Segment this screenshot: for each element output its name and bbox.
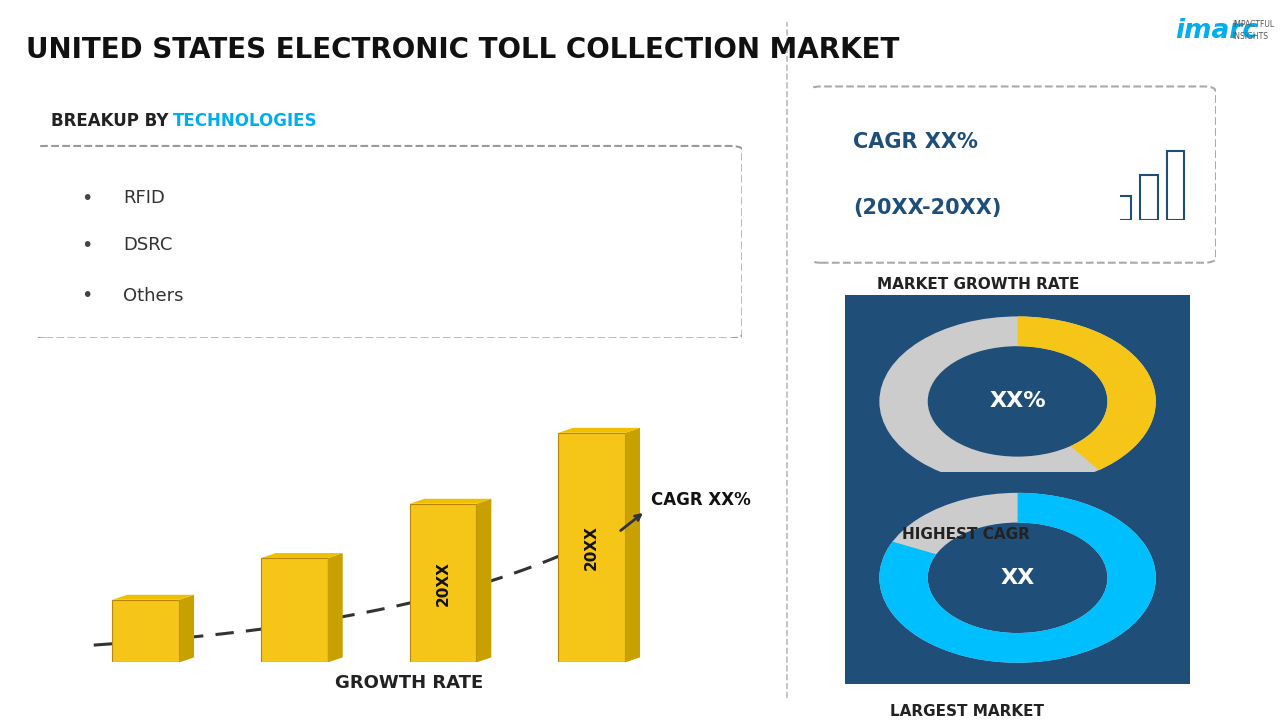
Text: XX%: XX% xyxy=(989,392,1046,411)
Text: Others: Others xyxy=(123,287,183,305)
Text: CAGR XX%: CAGR XX% xyxy=(854,132,978,151)
Text: UNITED STATES ELECTRONIC TOLL COLLECTION MARKET: UNITED STATES ELECTRONIC TOLL COLLECTION… xyxy=(26,36,899,64)
Text: LARGEST MARKET: LARGEST MARKET xyxy=(890,704,1043,719)
Polygon shape xyxy=(625,428,640,662)
Polygon shape xyxy=(476,499,492,662)
Wedge shape xyxy=(879,492,1156,662)
Text: •: • xyxy=(81,235,92,255)
Text: 20XX: 20XX xyxy=(584,525,599,570)
Text: imarc: imarc xyxy=(1175,18,1258,44)
Text: IMPACTFUL
INSIGHTS: IMPACTFUL INSIGHTS xyxy=(1233,20,1275,41)
FancyBboxPatch shape xyxy=(31,146,742,338)
Bar xyxy=(558,433,625,662)
Wedge shape xyxy=(879,317,1156,487)
FancyBboxPatch shape xyxy=(809,86,1216,263)
Polygon shape xyxy=(410,499,492,504)
Bar xyxy=(113,600,179,662)
Text: •: • xyxy=(81,189,92,208)
X-axis label: GROWTH RATE: GROWTH RATE xyxy=(335,673,484,691)
FancyBboxPatch shape xyxy=(820,280,1215,523)
Wedge shape xyxy=(1018,317,1156,470)
Text: TECHNOLOGIES: TECHNOLOGIES xyxy=(173,112,317,130)
Text: CAGR XX%: CAGR XX% xyxy=(652,492,751,510)
Bar xyxy=(1167,150,1184,220)
Text: •: • xyxy=(81,286,92,305)
Bar xyxy=(1114,196,1132,220)
Text: HIGHEST CAGR: HIGHEST CAGR xyxy=(902,527,1030,542)
Bar xyxy=(261,558,328,662)
Text: (20XX-20XX): (20XX-20XX) xyxy=(854,198,1001,217)
Polygon shape xyxy=(113,595,195,600)
Polygon shape xyxy=(179,595,195,662)
Bar xyxy=(410,504,476,662)
Text: RFID: RFID xyxy=(123,189,165,207)
Bar xyxy=(1140,175,1157,220)
Text: MARKET GROWTH RATE: MARKET GROWTH RATE xyxy=(877,277,1079,292)
Text: 20XX: 20XX xyxy=(435,561,451,606)
Text: BREAKUP BY: BREAKUP BY xyxy=(51,112,174,130)
Polygon shape xyxy=(558,428,640,433)
Polygon shape xyxy=(328,553,343,662)
Wedge shape xyxy=(879,492,1156,662)
Text: DSRC: DSRC xyxy=(123,236,173,254)
Polygon shape xyxy=(261,553,343,558)
Text: XX: XX xyxy=(1001,568,1034,588)
FancyBboxPatch shape xyxy=(820,456,1215,699)
